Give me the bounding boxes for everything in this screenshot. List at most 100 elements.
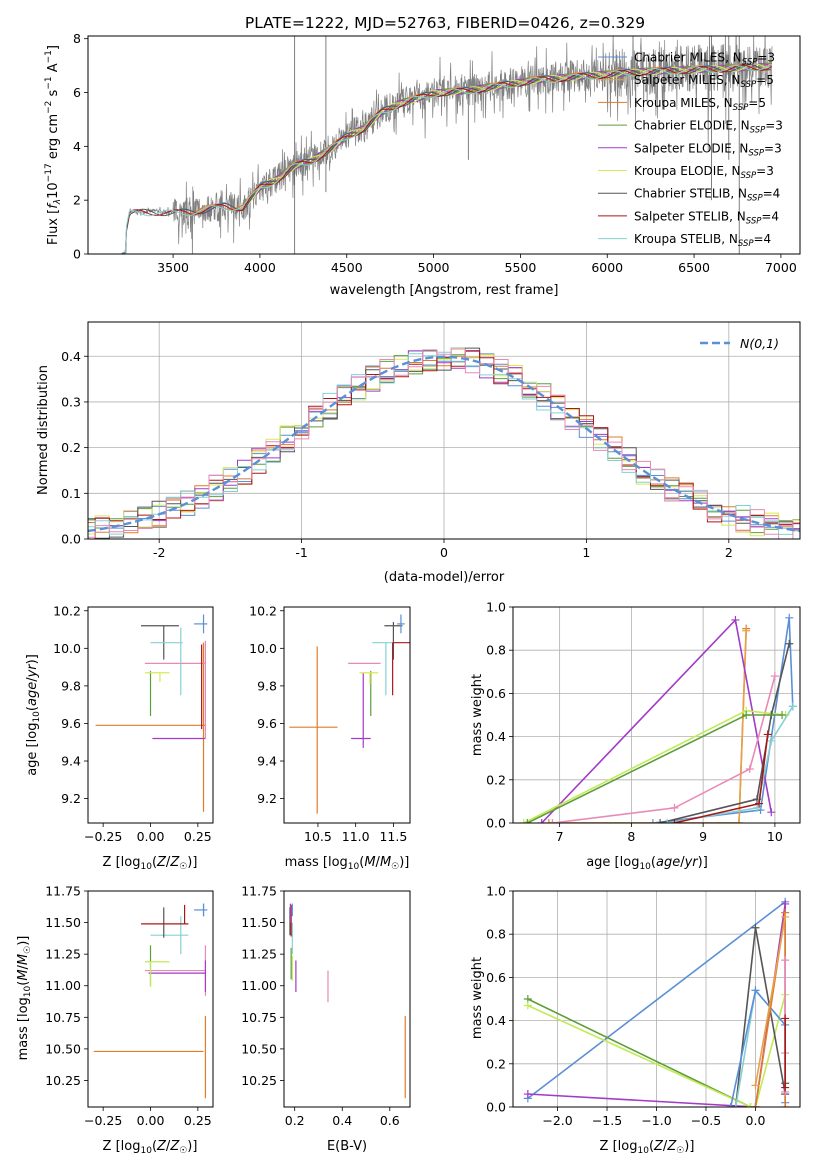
y-tick-label: 0.6	[486, 970, 506, 985]
axes-frame	[87, 321, 801, 540]
histogram-steps	[88, 347, 800, 539]
weight-series	[652, 617, 794, 823]
x-tick-label: −1.0	[641, 1113, 671, 1128]
weight-marker	[523, 1001, 532, 1010]
y-tick-label: 9.4	[61, 754, 81, 769]
weight-vs-metallicity-plot: −2.0 −1.5 −1.0 −0.5 0.0 0.0 0.2 0.4 0.6 0.8 1.0	[486, 884, 801, 1128]
weight-marker	[742, 711, 751, 719]
figure-title: PLATE=1222, MJD=52763, FIBERID=0426, z=0…	[245, 14, 645, 32]
x-tick-label: 8	[627, 829, 635, 844]
histogram-ylabel: Normed distribution	[36, 365, 51, 495]
histogram-series	[88, 350, 800, 539]
x-tick-label: 0.25	[184, 829, 212, 844]
mass-z-xlabel: Z [log10(Z/Z☉)]	[103, 1139, 198, 1156]
y-tick-label: 11.25	[241, 947, 277, 962]
y-tick-label: 10.2	[53, 603, 81, 618]
y-tick-label: 0.4	[61, 349, 81, 364]
y-tick-label: 1.0	[486, 600, 506, 615]
weight-marker	[751, 1081, 760, 1090]
spectrum-plot: 3500 4000 4500 5000 5500 6000 6500 7000 0 2 4 6 8	[73, 31, 801, 275]
y-tick-label: 10.75	[45, 1010, 81, 1025]
y-tick-label: 9.4	[257, 754, 277, 769]
mass-vs-ebv-plot: 0.2 0.4 0.6 10.25 10.50 10.75 11.00 11.25 11.50 1…	[241, 884, 411, 1128]
weight-series	[754, 916, 786, 1086]
x-tick-label: 7000	[765, 260, 797, 275]
y-tick-label: 11.50	[45, 915, 81, 930]
age-vs-mass-plot: 10.5 11.0 11.5 9.2 9.4 9.6 9.8 10.0 10.2	[249, 603, 411, 844]
weight-marker	[788, 702, 797, 711]
weight-series	[659, 643, 790, 823]
y-tick-label: 0	[73, 247, 81, 262]
weight-z-xlabel: Z [log10(Z/Z☉)]	[600, 1139, 695, 1156]
errorbars	[95, 614, 208, 812]
x-tick-label: 2	[725, 545, 733, 560]
weight-marker	[755, 799, 764, 808]
weight-series	[674, 734, 769, 823]
legend-label: Chabrier STELIB, NSSP=4	[634, 187, 780, 204]
spectrum-ylabel: Flux [fλ10−17 erg cm−2 s−1 A−1]	[44, 45, 63, 245]
spectrum-xlabel: wavelength [Angstrom, rest frame]	[330, 283, 559, 298]
x-tick-label: 10	[767, 829, 783, 844]
age-z-xlabel: Z [log10(Z/Z☉)]	[103, 855, 198, 872]
legend-label: Chabrier ELODIE, NSSP=3	[634, 119, 783, 136]
y-tick-label: 0.0	[486, 816, 506, 831]
weight-marker	[751, 1103, 760, 1107]
x-tick-label: -2	[153, 545, 165, 560]
axes-frame	[512, 606, 801, 824]
weight-marker	[537, 819, 546, 823]
spectrum-lines	[121, 36, 773, 254]
x-tick-label: 11.5	[379, 829, 407, 844]
weight-series	[552, 630, 747, 823]
axes-frame	[512, 890, 801, 1108]
x-tick-label: 5000	[418, 260, 450, 275]
x-tick-label: 4000	[244, 260, 276, 275]
errorbars	[289, 614, 410, 814]
histogram-series	[88, 354, 800, 534]
axes-frame	[87, 606, 214, 824]
y-tick-label: 0.2	[486, 772, 506, 787]
x-tick-label: 6000	[591, 260, 623, 275]
weight-vs-age-plot: 7 8 9 10 0.0 0.2 0.4 0.6 0.8 1.0	[486, 600, 801, 844]
weight-series	[667, 705, 794, 823]
x-tick-label: 7	[556, 829, 564, 844]
y-tick-label: 10.25	[241, 1073, 277, 1088]
y-tick-label: 2	[73, 193, 81, 208]
weight-marker	[731, 1103, 740, 1107]
axes-frame	[87, 35, 801, 255]
x-tick-label: 4500	[331, 260, 363, 275]
weight-marker	[751, 923, 760, 932]
weight-marker	[781, 1083, 790, 1092]
weight-age-xlabel: age [log10(age/yr)]	[586, 855, 708, 872]
x-tick-label: 10.5	[304, 829, 332, 844]
y-tick-label: 11.00	[45, 978, 81, 993]
gaussian-curve	[88, 355, 800, 533]
model-spectrum-line	[121, 64, 772, 254]
y-tick-label: 10.25	[45, 1073, 81, 1088]
x-tick-label: 0.6	[380, 1113, 400, 1128]
weight-marker	[745, 765, 754, 773]
x-tick-label: 11.0	[342, 829, 370, 844]
errorbars	[289, 903, 406, 1099]
y-tick-label: 9.2	[257, 791, 277, 806]
x-tick-label: −2.0	[542, 1113, 572, 1128]
weight-marker	[767, 736, 776, 745]
age-vs-metallicity-plot: −0.25 0.00 0.25 9.2 9.4 9.6 9.8 10.0 10.2	[53, 603, 214, 844]
y-tick-label: 4	[73, 139, 81, 154]
y-tick-label: 0.0	[61, 532, 81, 547]
y-tick-label: 0.6	[486, 686, 506, 701]
x-tick-label: 0.0	[746, 1113, 766, 1128]
mass-z-ylabel: mass [log10(M/M☉)]	[16, 936, 33, 1061]
legend-label: Salpeter MILES, NSSP=5	[634, 73, 774, 90]
weight-marker	[548, 819, 557, 823]
y-tick-label: 0.3	[61, 394, 81, 409]
weight-z-ylabel: mass weight	[470, 957, 485, 1039]
model-spectrum-line	[242, 63, 773, 210]
weight-marker	[544, 819, 553, 823]
y-tick-label: 11.75	[45, 884, 81, 899]
legend-label: Chabrier MILES, NSSP=3	[634, 51, 775, 68]
observed-spectrum	[121, 36, 773, 254]
weight-marker	[781, 899, 790, 908]
spectrum-legend: Chabrier MILES, NSSP=3 Salpeter MILES, NS…	[598, 51, 783, 249]
y-tick-label: 0.4	[486, 729, 506, 744]
